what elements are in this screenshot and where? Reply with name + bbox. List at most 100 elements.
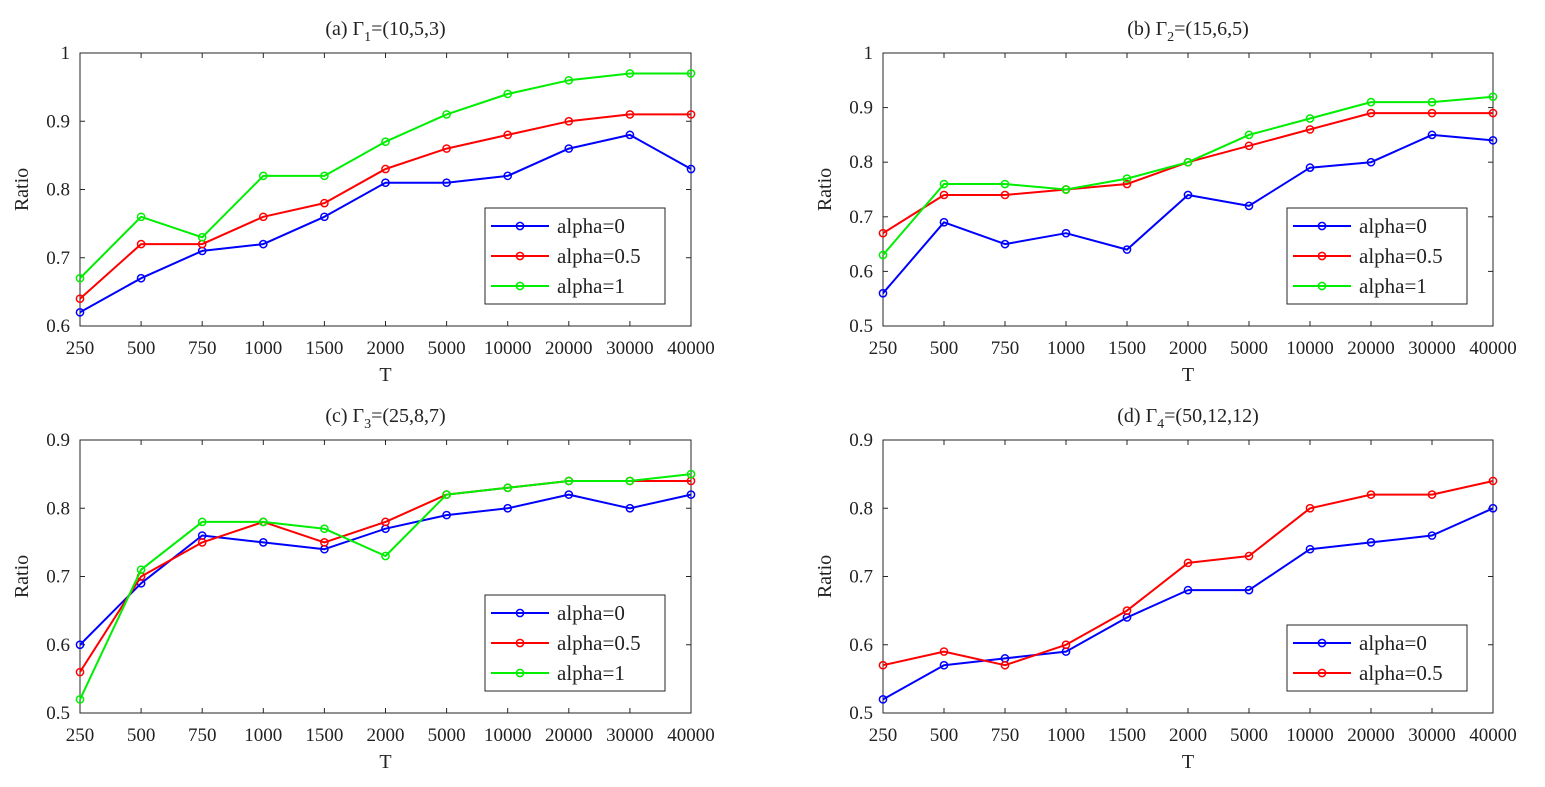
y-tick-label: 0.6 — [46, 316, 70, 337]
data-point — [381, 551, 390, 561]
x-tick-label: 30000 — [1408, 338, 1456, 359]
x-tick-label: 1000 — [244, 338, 282, 359]
data-point — [625, 110, 635, 119]
data-point — [503, 503, 513, 513]
data-point — [625, 130, 635, 140]
data-point — [1488, 108, 1498, 118]
x-tick-label: 1500 — [305, 725, 343, 746]
data-point — [939, 660, 949, 670]
series-line-alpha-0-5 — [882, 480, 1494, 667]
y-tick-label: 0.9 — [849, 98, 873, 119]
data-point — [258, 517, 268, 527]
x-tick-label: 30000 — [1408, 725, 1456, 746]
x-tick-label: 20000 — [1347, 725, 1395, 746]
data-point — [1183, 558, 1193, 568]
data-point — [320, 212, 329, 222]
data-point — [136, 565, 146, 575]
x-tick-label: 500 — [127, 338, 156, 359]
series-line-alpha-0 — [79, 133, 692, 314]
data-point — [1244, 551, 1254, 561]
data-point — [503, 130, 513, 140]
x-tick-label: 2000 — [1169, 338, 1207, 359]
data-point — [381, 178, 390, 188]
legend-marker — [515, 221, 525, 231]
x-axis-label: T — [379, 364, 391, 386]
y-tick-label: 0.6 — [46, 635, 70, 656]
data-point — [686, 469, 696, 479]
legend-marker — [515, 251, 525, 261]
data-point — [136, 273, 146, 283]
data-point — [503, 171, 513, 181]
x-tick-label: 500 — [127, 725, 156, 746]
y-tick-label: 0.8 — [849, 152, 873, 173]
data-point — [442, 110, 451, 119]
x-tick-label: 5000 — [1230, 725, 1268, 746]
x-tick-label: 10000 — [1286, 338, 1334, 359]
data-point — [258, 212, 268, 222]
data-point — [75, 308, 85, 317]
data-point — [878, 250, 888, 260]
data-point — [686, 110, 696, 119]
data-point — [686, 164, 696, 174]
x-tick-label: 1000 — [1047, 725, 1085, 746]
x-tick-label: 30000 — [606, 338, 654, 359]
x-tick-label: 750 — [188, 338, 217, 359]
y-tick-label: 0.7 — [46, 567, 70, 588]
data-point — [197, 538, 207, 547]
data-point — [1244, 141, 1254, 151]
data-point — [75, 640, 85, 650]
legend-entry: alpha=0 — [1359, 631, 1427, 655]
legend-entry: alpha=0.5 — [1359, 661, 1443, 685]
data-point — [1305, 114, 1315, 123]
data-point — [878, 695, 888, 704]
x-tick-label: 20000 — [545, 725, 593, 746]
x-tick-label: 40000 — [667, 725, 715, 746]
y-axis-label: Ratio — [814, 555, 836, 598]
data-point — [75, 667, 85, 677]
x-tick-label: 2000 — [367, 725, 405, 746]
data-point — [381, 137, 390, 147]
x-tick-label: 10000 — [484, 338, 532, 359]
legend-box — [1286, 624, 1468, 692]
legend-entry: alpha=0.5 — [557, 631, 641, 655]
x-tick-label: 250 — [869, 725, 898, 746]
x-tick-label: 10000 — [1286, 725, 1334, 746]
x-tick-label: 500 — [930, 338, 959, 359]
data-point — [1244, 201, 1254, 211]
data-point — [939, 647, 949, 656]
data-point — [1183, 190, 1193, 200]
data-point — [1427, 490, 1437, 499]
legend-marker — [515, 281, 525, 291]
data-point — [939, 217, 949, 227]
x-tick-label: 1000 — [1047, 338, 1085, 359]
data-point — [1305, 163, 1315, 173]
data-point — [442, 510, 451, 520]
legend-entry: alpha=0 — [557, 601, 625, 625]
series-line-alpha-1 — [79, 72, 691, 279]
y-tick-label: 0.7 — [849, 567, 873, 588]
data-point — [1061, 185, 1071, 194]
x-tick-label: 30000 — [606, 725, 654, 746]
data-point — [625, 476, 635, 486]
data-point — [1366, 108, 1376, 118]
data-point — [1366, 490, 1376, 499]
y-tick-label: 0.9 — [849, 430, 873, 451]
y-tick-label: 0.8 — [849, 498, 873, 519]
data-point — [1244, 585, 1254, 595]
data-point — [625, 69, 635, 78]
y-axis-label: Ratio — [814, 168, 836, 211]
y-tick-label: 0.8 — [46, 498, 70, 519]
data-point — [1366, 157, 1376, 167]
x-axis-label: T — [379, 751, 391, 773]
data-point — [1488, 476, 1498, 486]
data-point — [1427, 108, 1437, 118]
data-point — [1427, 130, 1437, 140]
series-line-alpha-1 — [882, 95, 1494, 256]
x-tick-label: 40000 — [1469, 338, 1517, 359]
data-point — [1244, 130, 1254, 140]
data-point — [878, 288, 888, 298]
legend-entry: alpha=0.5 — [557, 244, 641, 268]
y-tick-label: 0.5 — [849, 316, 873, 337]
data-point — [197, 232, 207, 242]
data-point — [258, 239, 268, 249]
